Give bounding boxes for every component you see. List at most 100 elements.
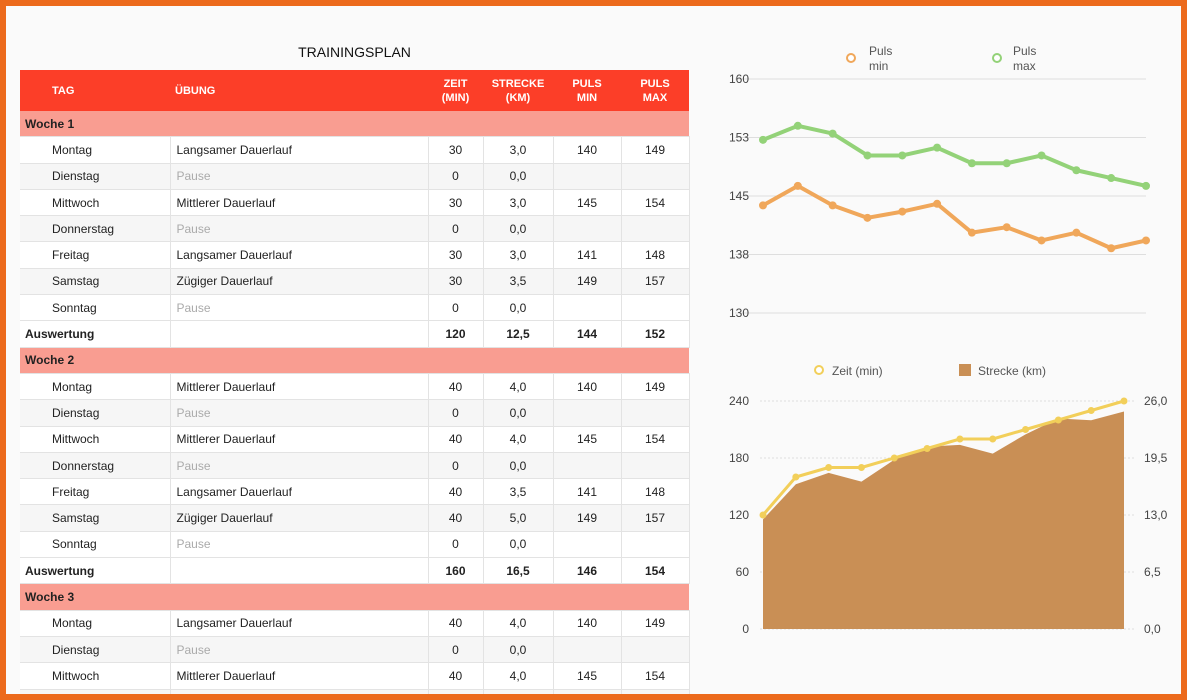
cell-exercise[interactable]: Pause bbox=[170, 294, 429, 322]
summary-label[interactable]: Auswertung bbox=[20, 320, 171, 348]
cell-puls-min[interactable] bbox=[553, 399, 622, 427]
cell-puls-max[interactable]: 148 bbox=[621, 241, 690, 269]
cell-puls-min[interactable] bbox=[553, 689, 622, 694]
cell-puls-max[interactable]: 154 bbox=[621, 662, 690, 690]
summary-puls-max[interactable]: 154 bbox=[621, 557, 690, 585]
cell-exercise[interactable]: Pause bbox=[170, 636, 429, 664]
cell-puls-max[interactable]: 157 bbox=[621, 268, 690, 296]
cell-zeit[interactable]: 0 bbox=[428, 531, 484, 559]
cell-strecke[interactable]: 3,0 bbox=[483, 241, 554, 269]
cell-strecke[interactable]: 3,0 bbox=[483, 189, 554, 217]
cell-puls-max[interactable]: 149 bbox=[621, 610, 690, 637]
cell-exercise[interactable]: Pause bbox=[170, 689, 429, 694]
cell-day[interactable]: Freitag bbox=[20, 241, 171, 269]
header-zeit[interactable]: ZEIT (MIN) bbox=[428, 70, 483, 111]
cell-zeit[interactable]: 0 bbox=[428, 452, 484, 480]
cell-zeit[interactable]: 40 bbox=[428, 478, 484, 506]
cell-zeit[interactable]: 0 bbox=[428, 215, 484, 243]
cell-strecke[interactable]: 5,0 bbox=[483, 504, 554, 532]
cell-strecke[interactable]: 0,0 bbox=[483, 452, 554, 480]
cell-exercise[interactable]: Mittlerer Dauerlauf bbox=[170, 426, 429, 453]
summary-strecke[interactable]: 16,5 bbox=[483, 557, 554, 585]
cell-zeit[interactable]: 40 bbox=[428, 504, 484, 532]
cell-strecke[interactable]: 0,0 bbox=[483, 163, 554, 190]
cell-day[interactable]: Montag bbox=[20, 136, 171, 164]
cell-zeit[interactable]: 30 bbox=[428, 241, 484, 269]
summary-puls-max[interactable]: 152 bbox=[621, 320, 690, 348]
cell-exercise[interactable]: Langsamer Dauerlauf bbox=[170, 136, 429, 164]
cell-strecke[interactable]: 4,0 bbox=[483, 373, 554, 401]
cell-puls-max[interactable] bbox=[621, 294, 690, 322]
cell-day[interactable]: Sonntag bbox=[20, 294, 171, 322]
cell-day[interactable]: Dienstag bbox=[20, 636, 171, 664]
cell-exercise[interactable]: Langsamer Dauerlauf bbox=[170, 478, 429, 506]
week-label[interactable]: Woche 1 bbox=[20, 111, 689, 138]
cell-day[interactable]: Sonntag bbox=[20, 531, 171, 559]
cell-zeit[interactable]: 40 bbox=[428, 426, 484, 453]
cell-day[interactable]: Dienstag bbox=[20, 399, 171, 427]
summary-label[interactable]: Auswertung bbox=[20, 557, 171, 585]
cell-strecke[interactable]: 0,0 bbox=[483, 399, 554, 427]
cell-zeit[interactable]: 40 bbox=[428, 373, 484, 401]
cell-puls-min[interactable] bbox=[553, 215, 622, 243]
cell-puls-max[interactable] bbox=[621, 689, 690, 694]
cell-puls-max[interactable] bbox=[621, 215, 690, 243]
cell-day[interactable]: Samstag bbox=[20, 504, 171, 532]
cell-day[interactable]: Mittwoch bbox=[20, 426, 171, 453]
cell-puls-min[interactable] bbox=[553, 531, 622, 559]
cell-strecke[interactable]: 3,5 bbox=[483, 478, 554, 506]
cell-zeit[interactable]: 40 bbox=[428, 662, 484, 690]
cell-day[interactable]: Donnerstag bbox=[20, 215, 171, 243]
cell-day[interactable]: Montag bbox=[20, 373, 171, 401]
cell-puls-min[interactable]: 140 bbox=[553, 610, 622, 637]
cell-day[interactable]: Dienstag bbox=[20, 163, 171, 190]
cell-puls-min[interactable]: 145 bbox=[553, 426, 622, 453]
summary-zeit[interactable]: 120 bbox=[428, 320, 484, 348]
cell-puls-min[interactable]: 145 bbox=[553, 189, 622, 217]
cell-puls-min[interactable]: 140 bbox=[553, 373, 622, 401]
cell-puls-max[interactable] bbox=[621, 636, 690, 664]
cell-day[interactable]: Donnerstag bbox=[20, 689, 171, 694]
cell-puls-min[interactable]: 140 bbox=[553, 136, 622, 164]
cell-puls-max[interactable]: 148 bbox=[621, 478, 690, 506]
cell-day[interactable]: Samstag bbox=[20, 268, 171, 296]
cell-zeit[interactable]: 30 bbox=[428, 136, 484, 164]
cell-puls-max[interactable]: 154 bbox=[621, 189, 690, 217]
cell-strecke[interactable]: 0,0 bbox=[483, 215, 554, 243]
cell-puls-max[interactable] bbox=[621, 531, 690, 559]
cell-day[interactable]: Montag bbox=[20, 610, 171, 637]
cell-exercise[interactable]: Langsamer Dauerlauf bbox=[170, 610, 429, 637]
cell-puls-min[interactable] bbox=[553, 452, 622, 480]
cell-strecke[interactable]: 4,0 bbox=[483, 426, 554, 453]
cell-strecke[interactable]: 0,0 bbox=[483, 636, 554, 664]
cell-zeit[interactable]: 30 bbox=[428, 189, 484, 217]
cell-puls-max[interactable] bbox=[621, 163, 690, 190]
summary-empty[interactable] bbox=[170, 557, 429, 585]
week-label[interactable]: Woche 2 bbox=[20, 347, 689, 374]
header-tag[interactable]: TAG bbox=[20, 70, 170, 111]
cell-puls-min[interactable] bbox=[553, 636, 622, 664]
cell-puls-max[interactable] bbox=[621, 452, 690, 480]
cell-puls-min[interactable]: 149 bbox=[553, 268, 622, 296]
cell-day[interactable]: Donnerstag bbox=[20, 452, 171, 480]
cell-strecke[interactable]: 3,5 bbox=[483, 268, 554, 296]
cell-puls-max[interactable]: 149 bbox=[621, 373, 690, 401]
cell-strecke[interactable]: 0,0 bbox=[483, 294, 554, 322]
cell-exercise[interactable]: Mittlerer Dauerlauf bbox=[170, 662, 429, 690]
cell-exercise[interactable]: Pause bbox=[170, 399, 429, 427]
cell-zeit[interactable]: 40 bbox=[428, 610, 484, 637]
cell-puls-min[interactable]: 149 bbox=[553, 504, 622, 532]
cell-zeit[interactable]: 30 bbox=[428, 268, 484, 296]
header-puls-max[interactable]: PULS MAX bbox=[621, 70, 689, 111]
cell-day[interactable]: Freitag bbox=[20, 478, 171, 506]
cell-puls-min[interactable] bbox=[553, 294, 622, 322]
cell-exercise[interactable]: Pause bbox=[170, 531, 429, 559]
cell-zeit[interactable]: 0 bbox=[428, 399, 484, 427]
cell-strecke[interactable]: 0,0 bbox=[483, 689, 554, 694]
cell-day[interactable]: Mittwoch bbox=[20, 662, 171, 690]
week-label[interactable]: Woche 3 bbox=[20, 583, 689, 611]
summary-puls-min[interactable]: 146 bbox=[553, 557, 622, 585]
cell-strecke[interactable]: 3,0 bbox=[483, 136, 554, 164]
cell-puls-min[interactable]: 141 bbox=[553, 478, 622, 506]
cell-strecke[interactable]: 4,0 bbox=[483, 610, 554, 637]
